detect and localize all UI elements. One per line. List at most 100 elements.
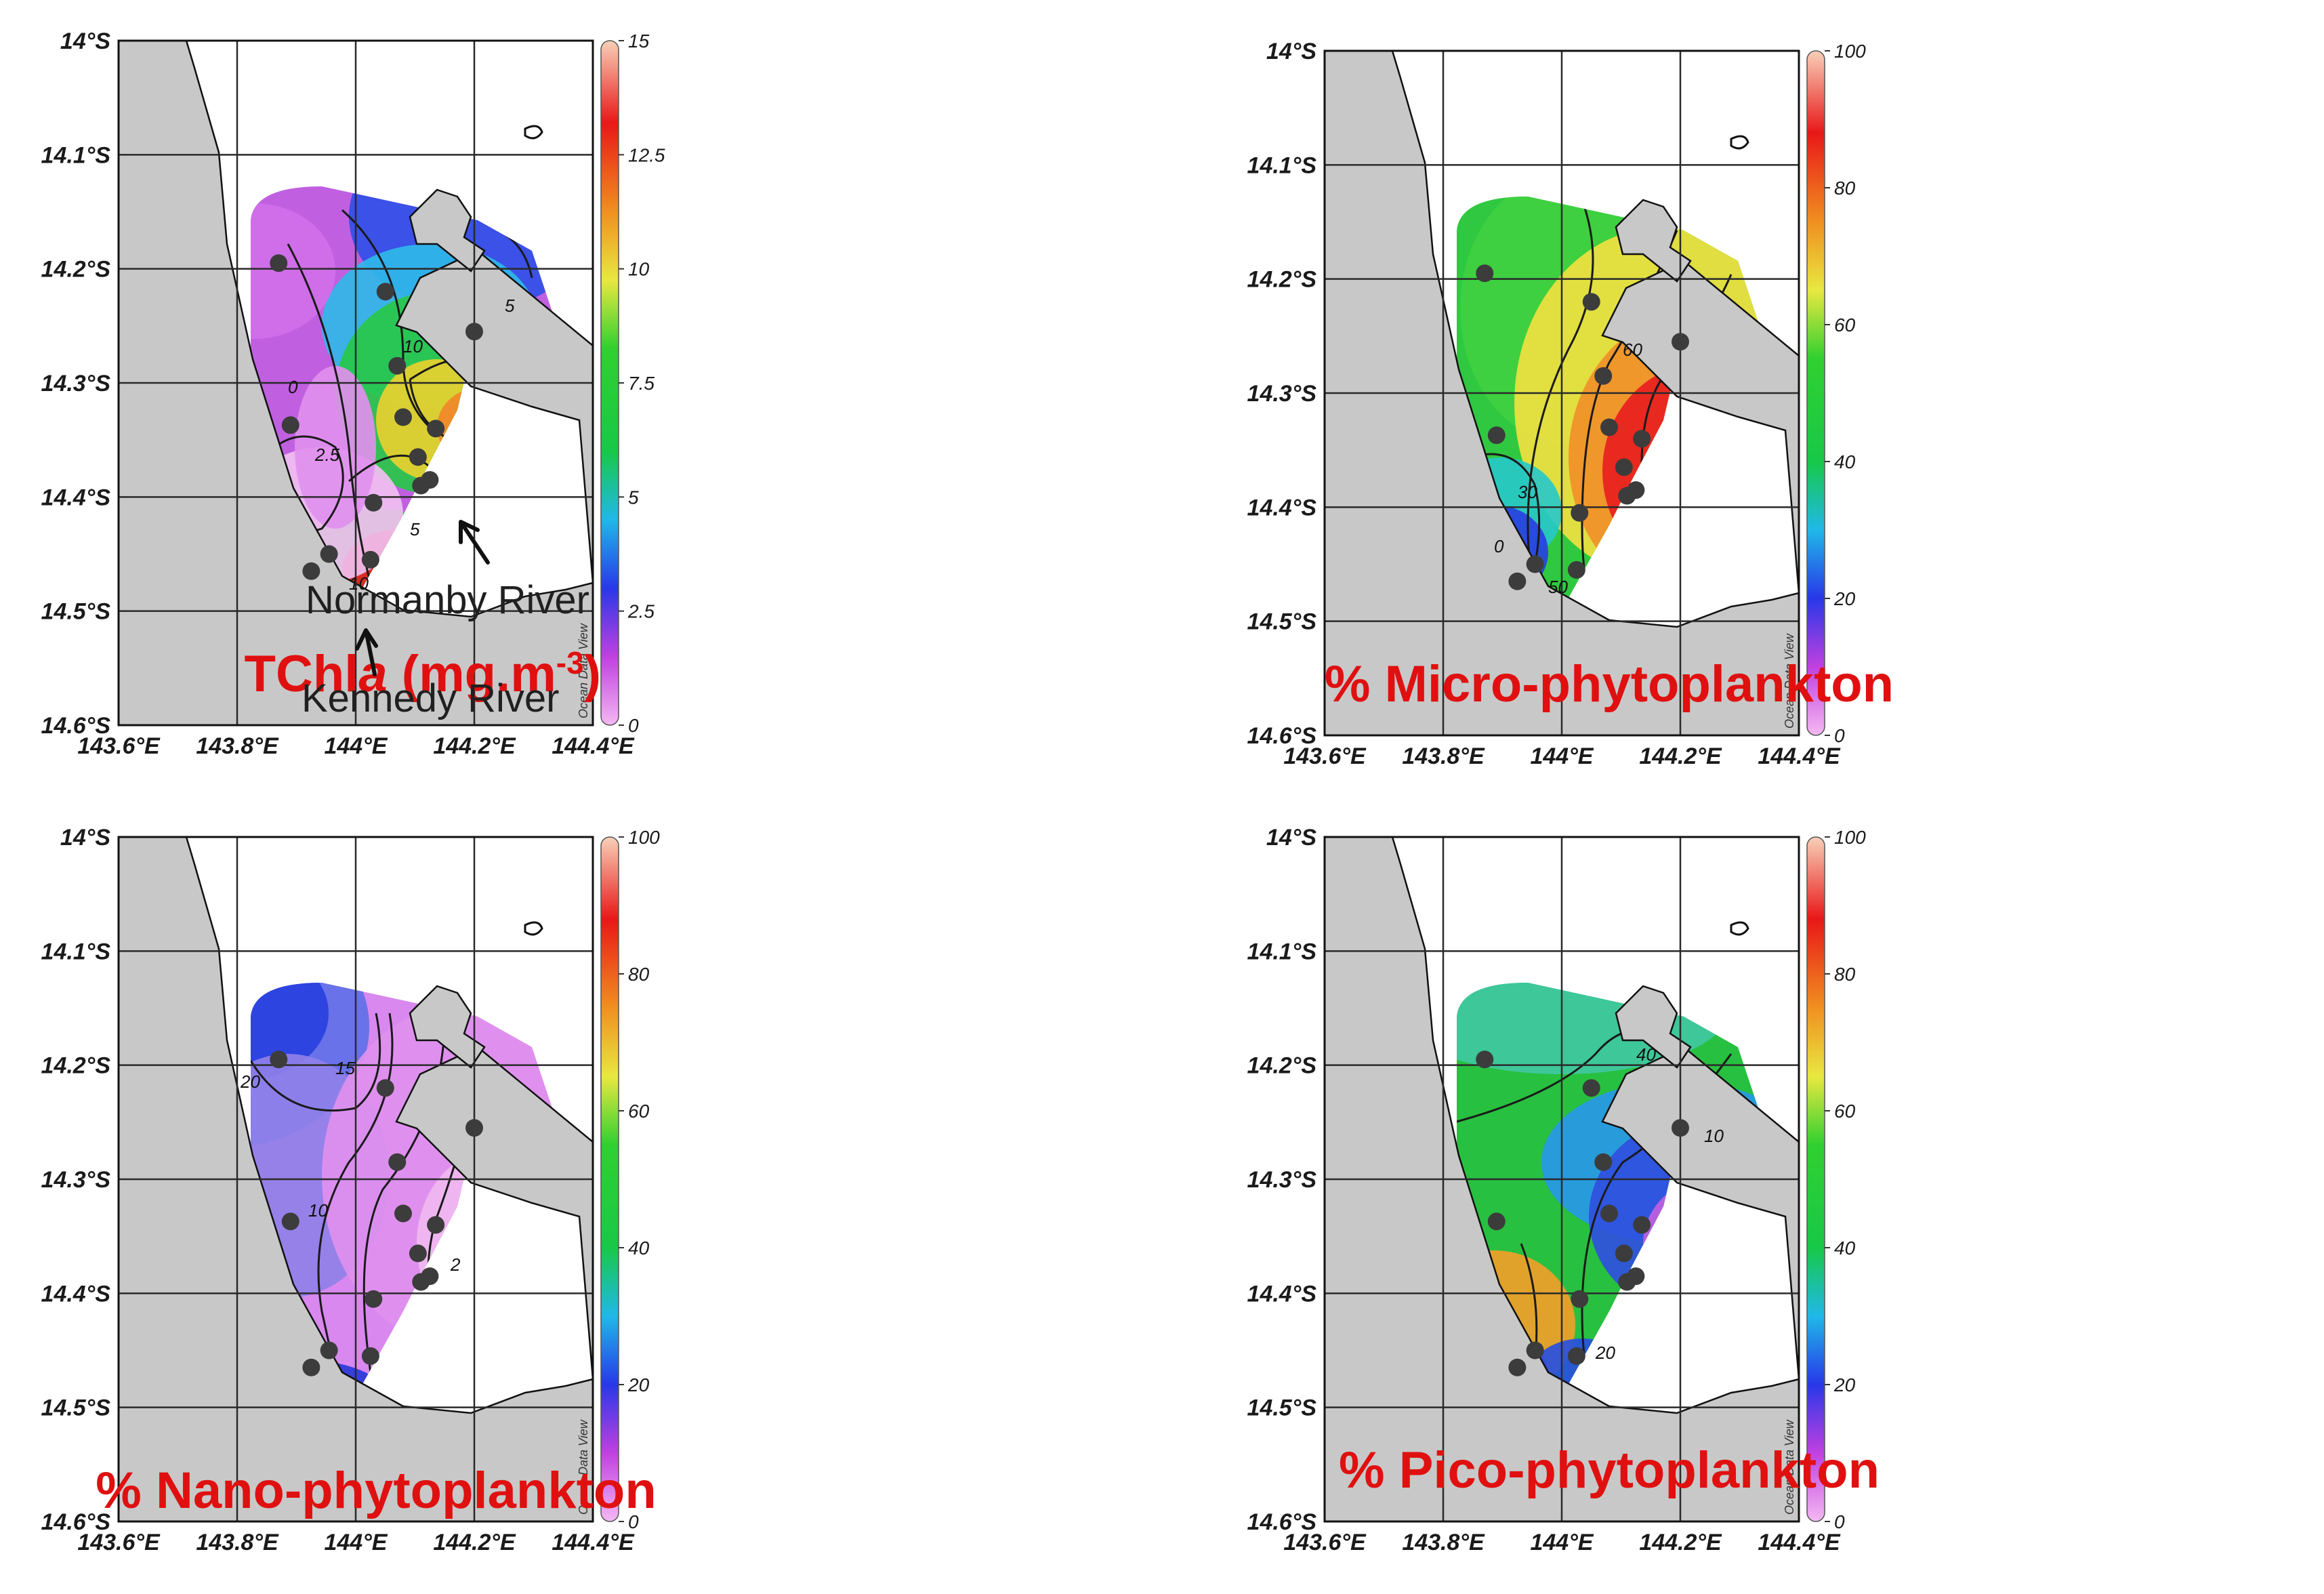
station-marker [320, 1341, 338, 1360]
station-marker [1594, 367, 1613, 385]
contour-label: 20 [1595, 1343, 1615, 1363]
station-marker [388, 356, 407, 375]
contour-label: 5 [505, 295, 515, 316]
field-blob [251, 983, 329, 1081]
colorbar: 0 20 40 60 80 100 [1806, 41, 1866, 746]
station-marker [281, 1212, 299, 1231]
station-marker [1633, 430, 1651, 448]
lon-tick-label: 144.4°E [1758, 743, 1841, 769]
lat-tick-label: 14.5°S [1247, 1395, 1317, 1421]
panel-title: TChla (mg.m-3) [245, 645, 601, 703]
contour-label: 0 [288, 377, 298, 397]
contour-label: 20 [240, 1071, 260, 1092]
lat-tick-label: 14°S [60, 825, 110, 851]
station-marker [1615, 458, 1633, 476]
lat-tick-label: 14.5°S [41, 599, 111, 625]
colorbar-tick-label: 100 [628, 827, 660, 848]
contour-label: 5 [410, 519, 420, 539]
station-marker [465, 323, 483, 341]
contour-label: 40 [1636, 1044, 1656, 1065]
station-marker [1627, 481, 1645, 499]
contour-label: 50 [1548, 577, 1568, 597]
contour-label: 10 [1704, 1126, 1724, 1146]
colorbar-tick-label: 15 [628, 30, 650, 52]
station-marker [1508, 572, 1527, 590]
contour-label: 10 [349, 573, 369, 594]
lat-tick-label: 14.1°S [41, 939, 111, 964]
panel-title: % Nano-phytoplankton [96, 1462, 657, 1519]
lon-tick-label: 144°E [324, 733, 388, 759]
colorbar-tick-label: 20 [627, 1374, 650, 1395]
station-marker [376, 283, 394, 301]
station-marker [1582, 293, 1600, 311]
lon-tick-label: 144.4°E [1758, 1530, 1841, 1555]
islet [1730, 921, 1749, 936]
station-marker [421, 471, 439, 489]
station-marker [1594, 1153, 1613, 1171]
islet [524, 125, 543, 140]
lat-tick-label: 14.1°S [1247, 152, 1317, 178]
station-marker [270, 254, 288, 272]
graticule [1325, 51, 1799, 735]
arrow-kennedy [355, 628, 378, 676]
lat-tick-label: 14.6°S [41, 713, 111, 739]
lon-tick-label: 144.2°E [1639, 743, 1722, 769]
station-marker [1571, 1290, 1589, 1308]
station-marker [394, 408, 412, 426]
station-marker [365, 1290, 383, 1308]
contour-label: 30 [1518, 482, 1537, 502]
odv-watermark: Ocean Data View [1783, 633, 1796, 729]
annotation-kennedy: Kennedy River [302, 676, 559, 720]
colorbar: 0 20 40 60 80 100 [1806, 827, 1866, 1532]
station-marker [1627, 1267, 1645, 1286]
panel-nano: 20 15 10 2 143.6°E 143.8°E 144°E 144.2°E 144.4°E… [41, 825, 661, 1555]
lon-tick-label: 144°E [324, 1530, 388, 1555]
station-marker [1600, 418, 1618, 436]
station-marker [361, 1347, 379, 1365]
station-marker [1600, 1204, 1618, 1223]
station-marker [465, 1119, 483, 1137]
colorbar-tick-label: 80 [628, 964, 650, 985]
colorbar-tick-label: 0 [1834, 725, 1845, 746]
colorbar-ramp [600, 40, 619, 726]
panel-micro: 0 30 50 60 143.6°E 143.8°E 144°E 144.2°E 144.4°E… [1247, 39, 1894, 769]
station-marker [1487, 426, 1506, 445]
lon-tick-label: 143.6°E [1283, 743, 1367, 769]
station-marker [376, 1079, 394, 1097]
lat-tick-label: 14.4°S [1247, 495, 1317, 520]
lon-tick-label: 144.2°E [433, 1530, 516, 1555]
station-marker [1571, 504, 1589, 522]
station-marker [302, 1358, 320, 1376]
colorbar-tick-label: 40 [628, 1238, 650, 1259]
lon-tick-label: 143.6°E [1283, 1530, 1367, 1555]
colorbar: 0 2.5 5 7.5 10 12.5 15 [600, 30, 665, 736]
station-marker [1508, 1358, 1527, 1376]
lat-tick-label: 14.3°S [1247, 381, 1317, 407]
station-marker [1487, 1212, 1506, 1231]
station-marker [394, 1204, 412, 1223]
lat-tick-label: 14.5°S [1247, 609, 1317, 635]
plot-frame [1323, 49, 1800, 737]
colorbar-tick-label: 20 [1833, 588, 1856, 609]
lon-tick-label: 144.2°E [1639, 1530, 1722, 1555]
lon-tick-label: 143.8°E [196, 733, 279, 759]
lon-tick-label: 144°E [1530, 1530, 1594, 1555]
panel-pico: 40 10 20 143.6°E 143.8°E 144°E 144.2°E 144.4°E 1… [1247, 825, 1880, 1555]
lon-tick-label: 143.6°E [77, 733, 161, 759]
station-marker [302, 562, 320, 580]
plot-frame [117, 836, 594, 1523]
station-marker [365, 493, 383, 512]
lon-tick-label: 143.6°E [77, 1530, 161, 1555]
contour-label: 2 [450, 1254, 461, 1275]
lat-tick-label: 14.2°S [41, 1053, 111, 1079]
station-marker [361, 550, 379, 569]
arrow-normanby [459, 520, 490, 565]
station-marker [427, 1216, 445, 1234]
station-marker [320, 545, 338, 563]
contour-label: 60 [1623, 340, 1642, 360]
station-marker [409, 448, 427, 466]
lon-tick-label: 144°E [1530, 743, 1594, 769]
contour-label: 10 [308, 1200, 328, 1221]
lon-tick-label: 144.4°E [552, 1530, 635, 1555]
colorbar: 0 20 40 60 80 100 [600, 827, 660, 1532]
